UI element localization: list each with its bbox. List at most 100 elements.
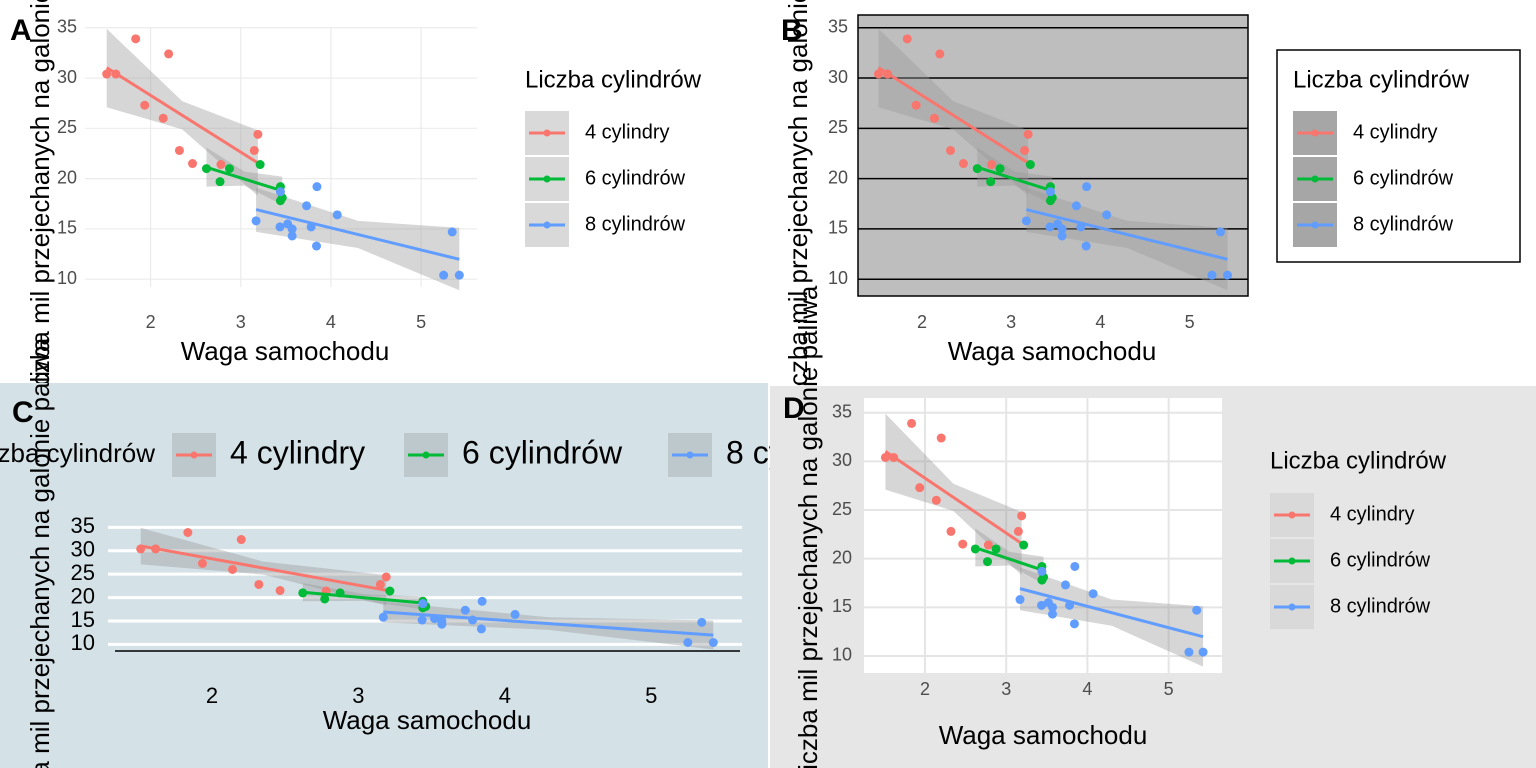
point: [1215, 227, 1225, 237]
legend-key-point: [1288, 511, 1296, 519]
point: [1047, 602, 1057, 612]
x-axis-title: Waga samochodu: [323, 705, 532, 735]
point: [275, 196, 285, 206]
confidence-band: [977, 147, 1053, 205]
point: [385, 586, 395, 596]
point: [236, 535, 246, 545]
point: [683, 638, 693, 647]
legend-title: Liczba cylindrów: [1270, 447, 1447, 474]
point: [1223, 270, 1233, 280]
point: [958, 539, 968, 549]
y-axis-title: Liczba mil przejechanych na galonie pali…: [783, 0, 813, 406]
y-tick-label: 10: [57, 268, 77, 288]
legend-label: 6 cylindrów: [1353, 167, 1454, 189]
legend-key-point: [1311, 175, 1319, 183]
fit-line: [976, 165, 1053, 193]
point: [275, 222, 285, 232]
confidence-band: [256, 187, 460, 291]
point: [320, 594, 330, 604]
fit-line: [302, 590, 426, 605]
fit-line: [884, 450, 1023, 545]
point: [102, 69, 112, 79]
point: [929, 113, 939, 123]
fit-line: [877, 66, 1029, 165]
x-tick-label: 5: [1185, 312, 1195, 332]
point: [1037, 600, 1047, 610]
point: [1037, 566, 1047, 576]
point: [510, 609, 520, 619]
legend-label: 4 cylindry: [230, 434, 365, 470]
y-tick-label: 25: [71, 560, 95, 585]
y-tick-label: 35: [828, 17, 848, 37]
legend-key-point: [1288, 557, 1296, 565]
point: [447, 227, 457, 237]
point: [1045, 222, 1055, 232]
legend-label: 4 cylindry: [1330, 503, 1414, 525]
point: [1057, 224, 1067, 234]
fit-line: [255, 208, 460, 261]
x-tick-label: 4: [1095, 312, 1105, 332]
legend-label: 6 cylindrów: [462, 434, 623, 470]
x-tick-label: 4: [1082, 679, 1092, 699]
legend-key-point: [543, 221, 551, 229]
legend-label: 4 cylindry: [1353, 121, 1437, 143]
x-axis-title: Waga samochodu: [939, 720, 1148, 750]
point: [140, 100, 150, 110]
point: [188, 159, 198, 169]
point: [1198, 647, 1208, 657]
point: [215, 177, 225, 187]
point: [1021, 216, 1031, 226]
x-tick-label: 2: [146, 312, 156, 332]
x-tick-label: 4: [326, 312, 336, 332]
panel-tag: B: [781, 14, 803, 47]
point: [1069, 619, 1079, 629]
legend-key-point: [190, 451, 198, 459]
y-tick-label: 10: [832, 645, 852, 665]
legend-label: 6 cylindrów: [1330, 549, 1431, 571]
point: [1047, 609, 1057, 619]
confidence-band: [106, 28, 258, 196]
point: [197, 558, 207, 568]
point: [1192, 605, 1202, 615]
point: [1017, 511, 1027, 521]
point: [439, 270, 449, 280]
x-tick-label: 2: [920, 679, 930, 699]
fit-line: [1019, 587, 1204, 639]
legend-key-point: [422, 451, 430, 459]
legend-label: 8 cylindrów: [585, 213, 686, 235]
point: [1081, 241, 1091, 251]
point: [708, 638, 718, 647]
point: [275, 187, 285, 197]
point: [1060, 580, 1070, 590]
y-tick-label: 20: [57, 167, 77, 187]
point: [312, 182, 322, 192]
legend-key-point: [1311, 129, 1319, 137]
y-tick-label: 20: [71, 583, 95, 608]
y-axis-title: Liczba mil przejechanych na galonie pali…: [25, 337, 55, 768]
x-tick-label: 3: [236, 312, 246, 332]
point: [697, 617, 707, 627]
point: [476, 624, 486, 634]
point: [946, 145, 956, 155]
x-tick-label: 3: [1001, 679, 1011, 699]
x-tick-label: 4: [499, 683, 511, 708]
fit-line: [140, 544, 387, 592]
point: [991, 544, 1001, 554]
point: [1037, 575, 1047, 585]
point: [1015, 595, 1025, 605]
point: [880, 452, 890, 462]
point: [437, 616, 447, 626]
point: [983, 540, 993, 550]
y-tick-label: 25: [828, 117, 848, 137]
point: [275, 586, 285, 596]
y-tick-label: 20: [832, 547, 852, 567]
fit-line: [383, 610, 714, 637]
confidence-band: [1026, 187, 1228, 291]
point: [1019, 540, 1029, 550]
confidence-band: [1020, 567, 1204, 667]
fit-line: [105, 66, 259, 165]
point: [1023, 129, 1033, 139]
y-axis-title: Liczba mil przejechanych na galonie pali…: [25, 0, 55, 406]
x-axis-title: Waga samochodu: [948, 336, 1157, 366]
